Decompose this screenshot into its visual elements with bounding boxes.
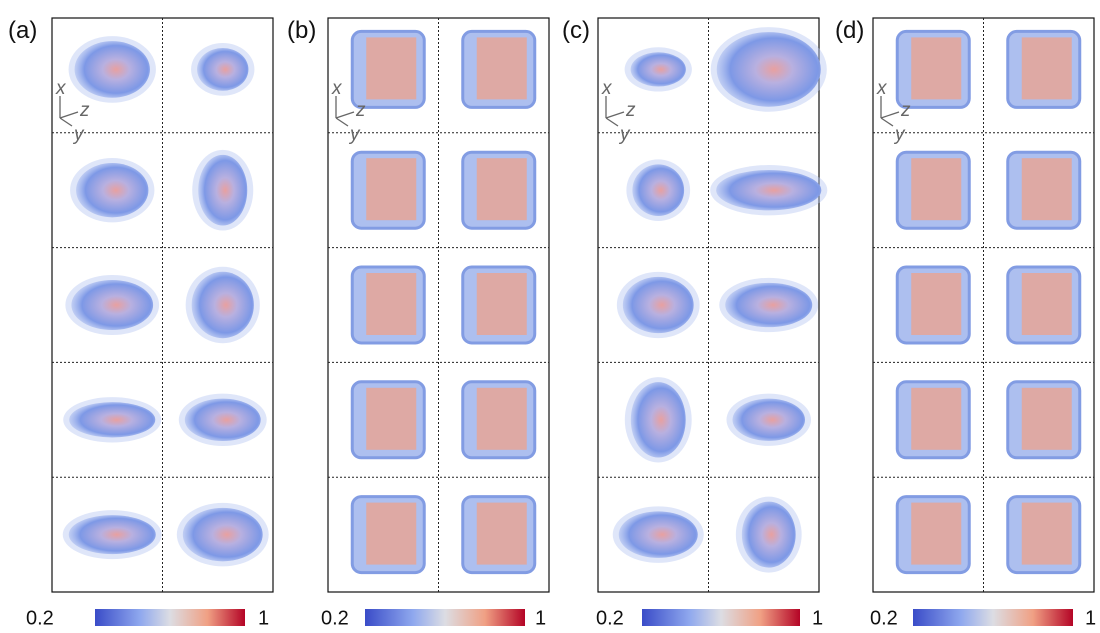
cube-core xyxy=(911,388,961,450)
cube-core xyxy=(1022,388,1072,450)
axis-triad xyxy=(60,96,78,126)
blob xyxy=(76,163,148,217)
blob xyxy=(75,41,150,98)
axis-triad xyxy=(606,96,624,126)
blob xyxy=(71,280,153,330)
colorbar xyxy=(95,609,245,626)
cube-core xyxy=(911,503,961,565)
cube-core xyxy=(477,158,527,220)
colorbar-max: 1 xyxy=(535,607,546,629)
colorbar-max: 1 xyxy=(258,607,269,629)
axis-label: x xyxy=(331,78,343,99)
blob xyxy=(732,399,805,441)
blob xyxy=(717,32,821,107)
colorbar xyxy=(913,609,1073,626)
blob xyxy=(725,283,812,327)
panel-label: (c) xyxy=(562,17,590,44)
axis-label: x xyxy=(601,78,613,99)
blob xyxy=(632,164,684,216)
blob xyxy=(619,511,698,558)
blob xyxy=(69,515,156,554)
blob xyxy=(631,382,686,457)
cube-core xyxy=(911,273,961,335)
cube-core xyxy=(477,37,527,99)
blob xyxy=(716,170,821,210)
axis-label: x xyxy=(876,78,888,99)
cube-core xyxy=(366,273,416,335)
cube-core xyxy=(911,37,961,99)
colorbar-min: 0.2 xyxy=(321,607,349,629)
cube-core xyxy=(366,388,416,450)
axis-label: z xyxy=(79,100,90,121)
blob xyxy=(631,52,686,86)
axis-label: z xyxy=(900,100,911,121)
blob xyxy=(623,277,694,333)
colorbar xyxy=(642,609,800,626)
axis-label: y xyxy=(72,124,85,145)
axis-label: z xyxy=(625,100,636,121)
colorbar-max: 1 xyxy=(1085,607,1096,629)
cube-core xyxy=(366,158,416,220)
figure: (a)xzy0.21(b)xzy0.21(c)xzy0.21(d)xzy0.21 xyxy=(0,0,1100,633)
blob xyxy=(197,48,248,91)
panel-label: (b) xyxy=(287,17,316,44)
blob xyxy=(742,502,796,568)
axis-label: x xyxy=(55,78,67,99)
cube-core xyxy=(366,503,416,565)
colorbar-min: 0.2 xyxy=(596,607,624,629)
cube-core xyxy=(477,388,527,450)
blob xyxy=(192,272,254,338)
panel-label: (d) xyxy=(835,17,864,44)
axis-label: y xyxy=(348,124,361,145)
cube-core xyxy=(911,158,961,220)
cube-core xyxy=(1022,503,1072,565)
colorbar xyxy=(365,609,525,626)
colorbar-min: 0.2 xyxy=(26,607,54,629)
blob xyxy=(183,508,263,561)
cube-core xyxy=(1022,158,1072,220)
blob xyxy=(69,402,155,437)
panel-label: (a) xyxy=(8,17,37,44)
axis-label: y xyxy=(893,124,906,145)
axis-label: y xyxy=(618,124,631,145)
cube-core xyxy=(366,37,416,99)
cube-core xyxy=(477,273,527,335)
cube-core xyxy=(1022,273,1072,335)
blob xyxy=(198,155,247,226)
cube-core xyxy=(477,503,527,565)
cube-core xyxy=(1022,37,1072,99)
colorbar-max: 1 xyxy=(812,607,823,629)
blob xyxy=(185,399,261,441)
colorbar-min: 0.2 xyxy=(870,607,898,629)
axis-label: z xyxy=(355,100,366,121)
